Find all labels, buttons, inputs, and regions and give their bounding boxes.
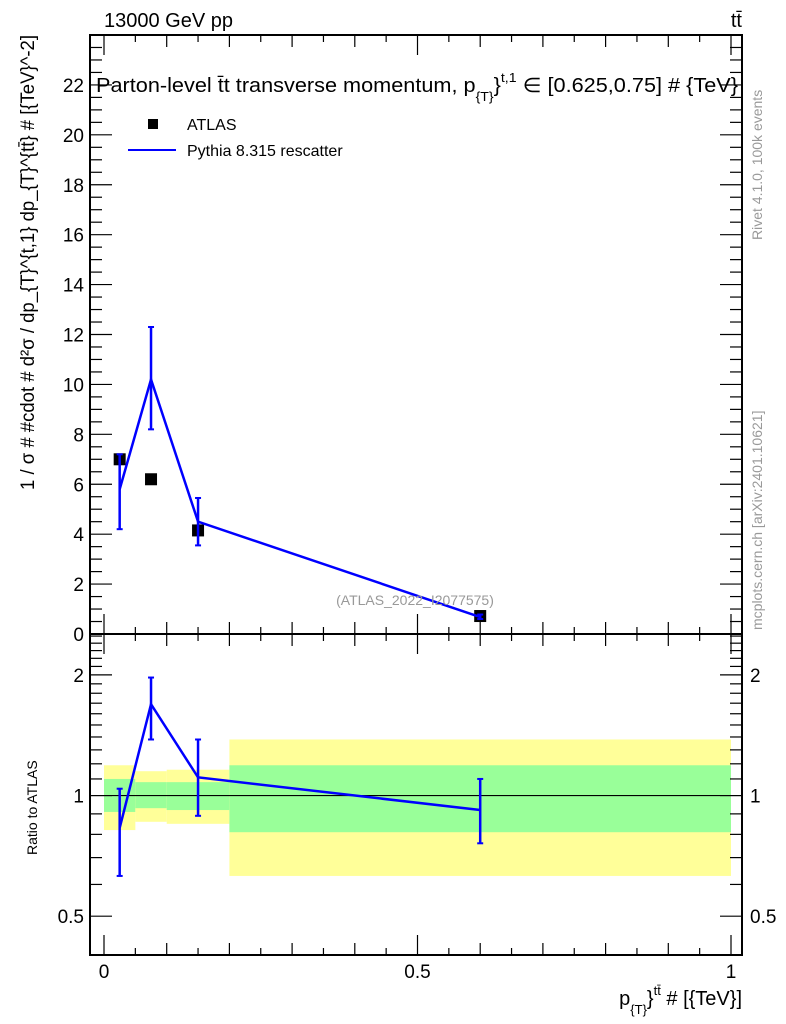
ratio-y-tick-label-right: 0.5 xyxy=(750,907,776,928)
ratio-pythia-line xyxy=(118,701,481,829)
title-brace: } xyxy=(494,75,502,97)
x-tick-label: 0.5 xyxy=(404,962,430,983)
legend: ATLAS Pythia 8.315 rescatter xyxy=(128,117,343,160)
y-tick-label: 14 xyxy=(63,276,85,297)
ratio-y-tick-label: 2 xyxy=(73,666,84,687)
title-sub: {T} xyxy=(476,89,495,104)
y-tick-label: 12 xyxy=(63,326,84,347)
x-tick-label: 1 xyxy=(726,962,737,983)
y-tick-label: 4 xyxy=(73,525,84,546)
ratio-y-axis-label: Ratio to ATLAS xyxy=(24,760,40,855)
xlabel-part: {T} xyxy=(630,1002,647,1017)
y-tick-label: 20 xyxy=(63,126,84,147)
y-tick-label: 6 xyxy=(73,475,84,496)
y-tick-label: 8 xyxy=(73,425,84,446)
ratio-y-tick-label: 1 xyxy=(73,787,84,808)
atlas-data-point xyxy=(145,473,158,486)
y-tick-label: 22 xyxy=(63,76,84,97)
y-tick-label: 16 xyxy=(63,226,84,247)
title-sup: t,1 xyxy=(501,70,517,85)
legend-atlas-marker xyxy=(148,119,158,129)
header-right: tt̄ xyxy=(731,10,743,32)
y-tick-label: 2 xyxy=(73,575,84,596)
mcplots-label: mcplots.cern.ch [arXiv:2401.10621] xyxy=(749,411,765,630)
pythia-line xyxy=(118,375,481,619)
y-tick-label: 10 xyxy=(63,375,84,396)
ratio-y-tick-label: 0.5 xyxy=(58,907,84,928)
y-tick-label: 18 xyxy=(63,176,84,197)
title-rest: ∈ [0.625,0.75] # {TeV} xyxy=(517,75,739,97)
ratio-y-tick-label-right: 2 xyxy=(750,666,761,687)
main-y-axis-label: 1 / σ # #cdot # d²σ / dp_{T}^{t,1} dp_{T… xyxy=(18,35,39,490)
title-part: Parton-level t̄t transverse momentum, p xyxy=(96,75,476,97)
xlabel-part: # [{TeV}] xyxy=(661,988,742,1010)
main-title: Parton-level t̄t transverse momentum, p{… xyxy=(96,70,738,104)
watermark: (ATLAS_2022_I2077575) xyxy=(336,592,494,608)
rivet-label: Rivet 4.1.0, 100k events xyxy=(749,90,765,240)
y-tick-label: 0 xyxy=(73,625,84,646)
xlabel-part: p xyxy=(619,988,630,1010)
chart-marks xyxy=(113,326,487,877)
x-tick-label: 0 xyxy=(99,962,110,983)
header-left: 13000 GeV pp xyxy=(104,10,233,32)
legend-atlas-label: ATLAS xyxy=(187,117,237,134)
legend-pythia-label: Pythia 8.315 rescatter xyxy=(187,143,343,160)
x-axis-label: p{T}}tt̄ # [{TeV}] xyxy=(619,983,742,1017)
ratio-y-tick-label-right: 1 xyxy=(750,787,761,808)
xlabel-part: } xyxy=(647,988,654,1010)
ratio-frame xyxy=(89,633,743,956)
xlabel-part: tt̄ xyxy=(654,983,662,998)
